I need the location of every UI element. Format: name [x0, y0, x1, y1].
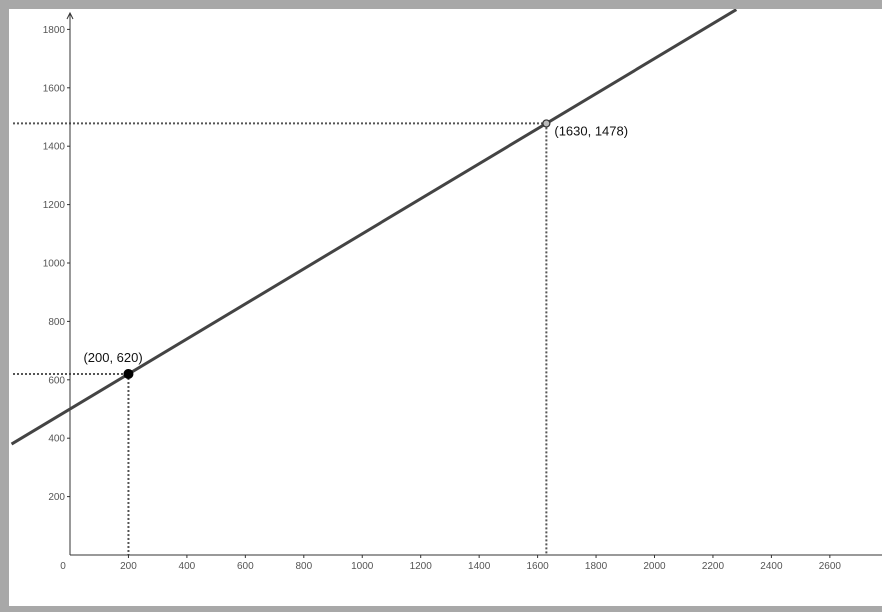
- data-point-filled[interactable]: [123, 368, 134, 379]
- x-tick-label: 800: [295, 561, 312, 572]
- x-tick-label: 1400: [468, 561, 491, 572]
- x-tick-label: 2600: [819, 561, 842, 572]
- y-tick-label: 1000: [43, 259, 66, 270]
- x-tick-label: 2200: [702, 561, 725, 572]
- y-tick-label: 1400: [43, 142, 66, 153]
- x-tick-label: 400: [179, 561, 196, 572]
- y-tick-label: 1600: [43, 83, 66, 94]
- data-lines: [10, 9, 738, 446]
- projection-guides: [13, 122, 548, 555]
- axes: [66, 11, 882, 556]
- series-line: [10, 9, 738, 446]
- y-tick-label: 1200: [43, 200, 66, 211]
- origin-tick-label: 0: [60, 561, 66, 572]
- x-tick-label: 2000: [643, 561, 666, 572]
- axis-ticks: 0 200 400 600 800 1000 1200 1400 1600 1800 2000 220…: [43, 25, 842, 572]
- x-tick-label: 600: [237, 561, 254, 572]
- point-label: (200, 620): [83, 350, 142, 365]
- x-tick-label: 1800: [585, 561, 608, 572]
- window-border-top: [0, 0, 882, 9]
- point-label: (1630, 1478): [554, 123, 628, 138]
- x-tick-label: 1000: [351, 561, 374, 572]
- window-border-bottom: [0, 606, 882, 612]
- y-tick-label: 600: [48, 375, 65, 386]
- y-axis-arrow-icon: [66, 11, 74, 20]
- y-tick-label: 200: [48, 492, 65, 503]
- x-tick-label: 1600: [526, 561, 549, 572]
- data-points[interactable]: (200, 620) (1630, 1478): [83, 119, 628, 379]
- y-tick-label: 400: [48, 434, 65, 445]
- y-tick-label: 1800: [43, 25, 66, 36]
- data-point-open[interactable]: [542, 119, 551, 128]
- x-tick-label: 200: [120, 561, 137, 572]
- x-tick-label: 1200: [410, 561, 433, 572]
- window-border-left: [0, 0, 9, 612]
- x-tick-label: 2400: [760, 561, 783, 572]
- y-tick-label: 800: [48, 317, 65, 328]
